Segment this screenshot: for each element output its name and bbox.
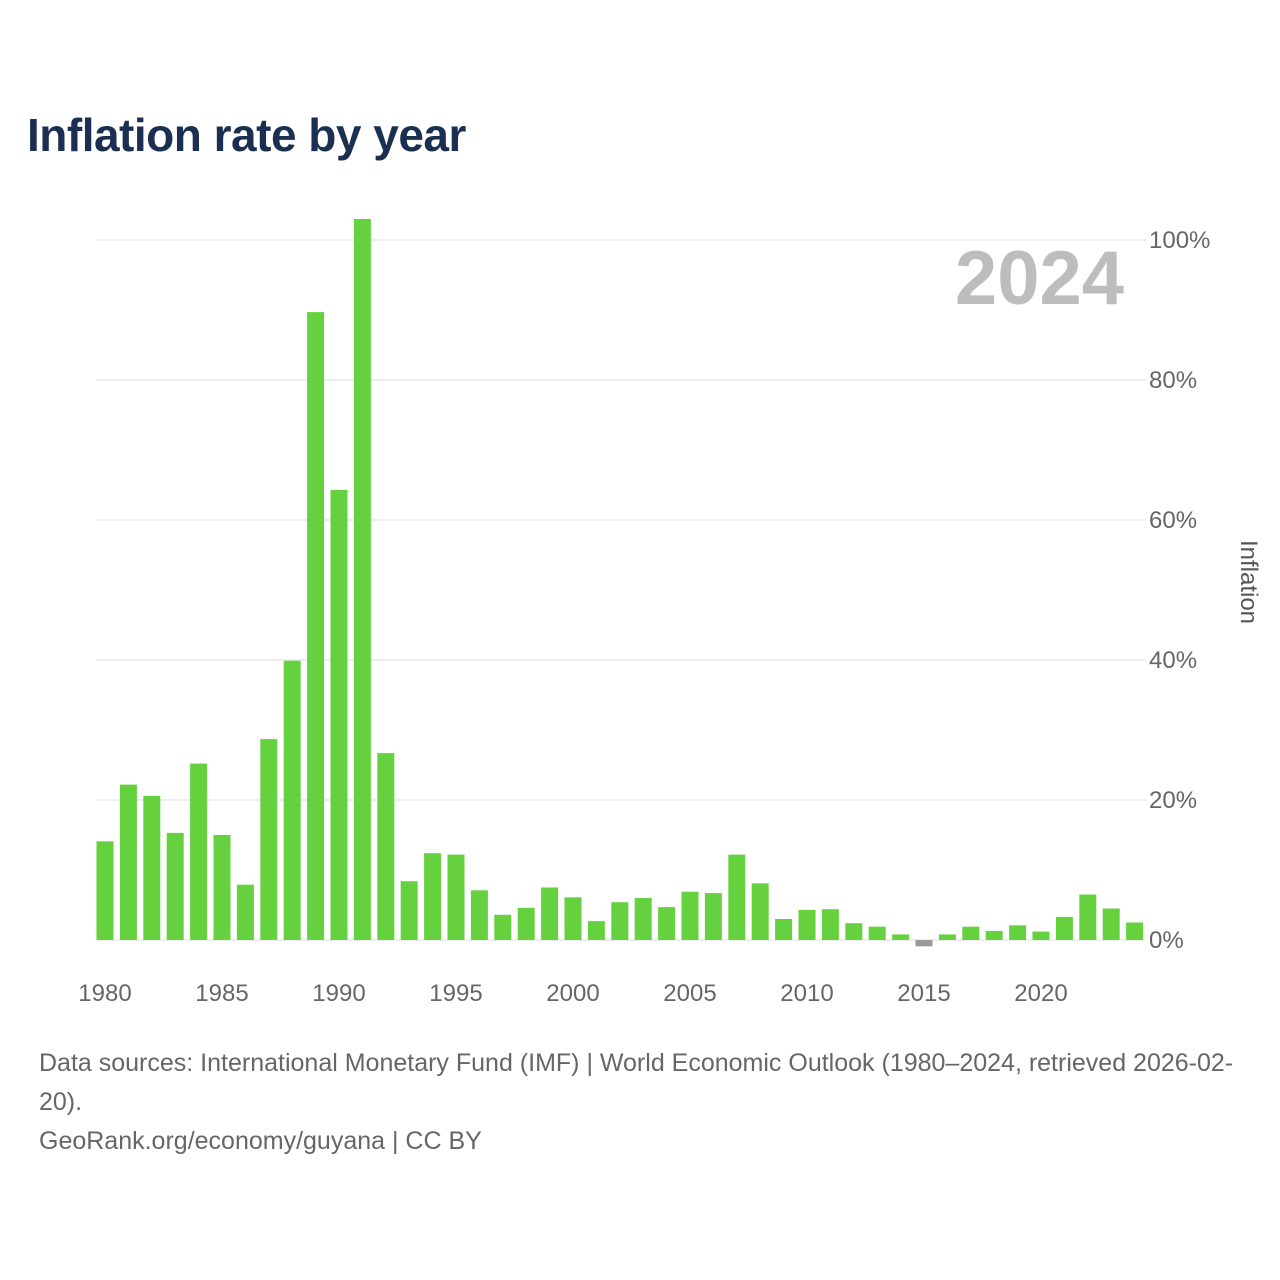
bar-2002 (611, 902, 629, 940)
x-tick-label: 2020 (1014, 980, 1067, 1007)
inflation-bar-chart: 2024 0% 20% 40% 60% 80% 100% 1980 1985 1990 1995… (78, 219, 1262, 1007)
bar-2006 (704, 893, 722, 940)
bar-2013 (868, 926, 886, 940)
y-tick-label: 0% (1149, 927, 1184, 954)
bar-2016 (938, 934, 956, 940)
bar-2019 (1009, 925, 1027, 940)
bar-1984 (190, 763, 208, 940)
data-source-note: Data sources: International Monetary Fun… (39, 1049, 1234, 1116)
x-tick-label: 1980 (78, 980, 131, 1007)
x-tick-label: 1985 (195, 980, 248, 1007)
y-tick-label: 80% (1149, 367, 1197, 394)
bar-2024 (1126, 922, 1144, 940)
bar-1980 (96, 841, 114, 940)
bar-2015 (915, 940, 933, 947)
bar-1982 (143, 795, 161, 940)
y-axis-tick-labels: 0% 20% 40% 60% 80% 100% (1149, 227, 1210, 954)
bar-1985 (213, 835, 231, 940)
bar-2012 (845, 923, 863, 940)
bar-2008 (751, 883, 769, 940)
bar-2018 (985, 930, 1003, 940)
bar-2005 (681, 891, 699, 940)
bar-2021 (1055, 916, 1073, 940)
bar-2017 (962, 926, 980, 940)
bar-2007 (728, 854, 746, 940)
bar-2022 (1079, 894, 1097, 940)
x-tick-label: 2015 (897, 980, 950, 1007)
bar-1995 (447, 854, 465, 940)
bar-2023 (1102, 908, 1120, 940)
x-tick-label: 2005 (663, 980, 716, 1007)
bar-2004 (658, 907, 676, 940)
year-overlay-label: 2024 (955, 236, 1124, 321)
bar-1998 (517, 907, 535, 940)
bar-2020 (1032, 931, 1050, 940)
bar-1991 (353, 219, 371, 940)
bar-1989 (307, 312, 325, 941)
bar-1993 (400, 881, 418, 940)
bar-1986 (236, 884, 254, 940)
bar-1999 (541, 887, 559, 940)
bar-2010 (798, 909, 816, 940)
gridlines (96, 239, 1146, 941)
x-tick-label: 1990 (312, 980, 365, 1007)
bar-2009 (775, 919, 793, 940)
page-title: Inflation rate by year (27, 109, 466, 161)
bar-1981 (119, 784, 137, 940)
bar-1997 (494, 914, 512, 940)
x-axis-tick-labels: 1980 1985 1990 1995 2000 2005 2010 2015 2020 (78, 980, 1067, 1007)
bar-2011 (821, 909, 839, 940)
bar-1983 (166, 832, 184, 940)
bar-1994 (424, 853, 442, 940)
x-tick-label: 2000 (546, 980, 599, 1007)
bar-1988 (283, 660, 301, 940)
attribution-credit: GeoRank.org/economy/guyana | CC BY (39, 1127, 482, 1155)
bar-1992 (377, 753, 395, 940)
y-axis-title: Inflation (1235, 540, 1262, 624)
bar-2000 (564, 897, 582, 940)
footer: Data sources: International Monetary Fun… (39, 1044, 1249, 1161)
bars (96, 219, 1144, 947)
y-tick-label: 20% (1149, 787, 1197, 814)
bar-1987 (260, 739, 278, 940)
y-tick-label: 100% (1149, 227, 1210, 254)
bar-2003 (634, 898, 652, 940)
y-tick-label: 60% (1149, 507, 1197, 534)
y-tick-label: 40% (1149, 647, 1197, 674)
bar-1990 (330, 489, 348, 940)
bar-2001 (587, 921, 605, 940)
bar-2014 (892, 934, 910, 940)
bar-1996 (470, 890, 488, 940)
x-tick-label: 1995 (429, 980, 482, 1007)
x-tick-label: 2010 (780, 980, 833, 1007)
